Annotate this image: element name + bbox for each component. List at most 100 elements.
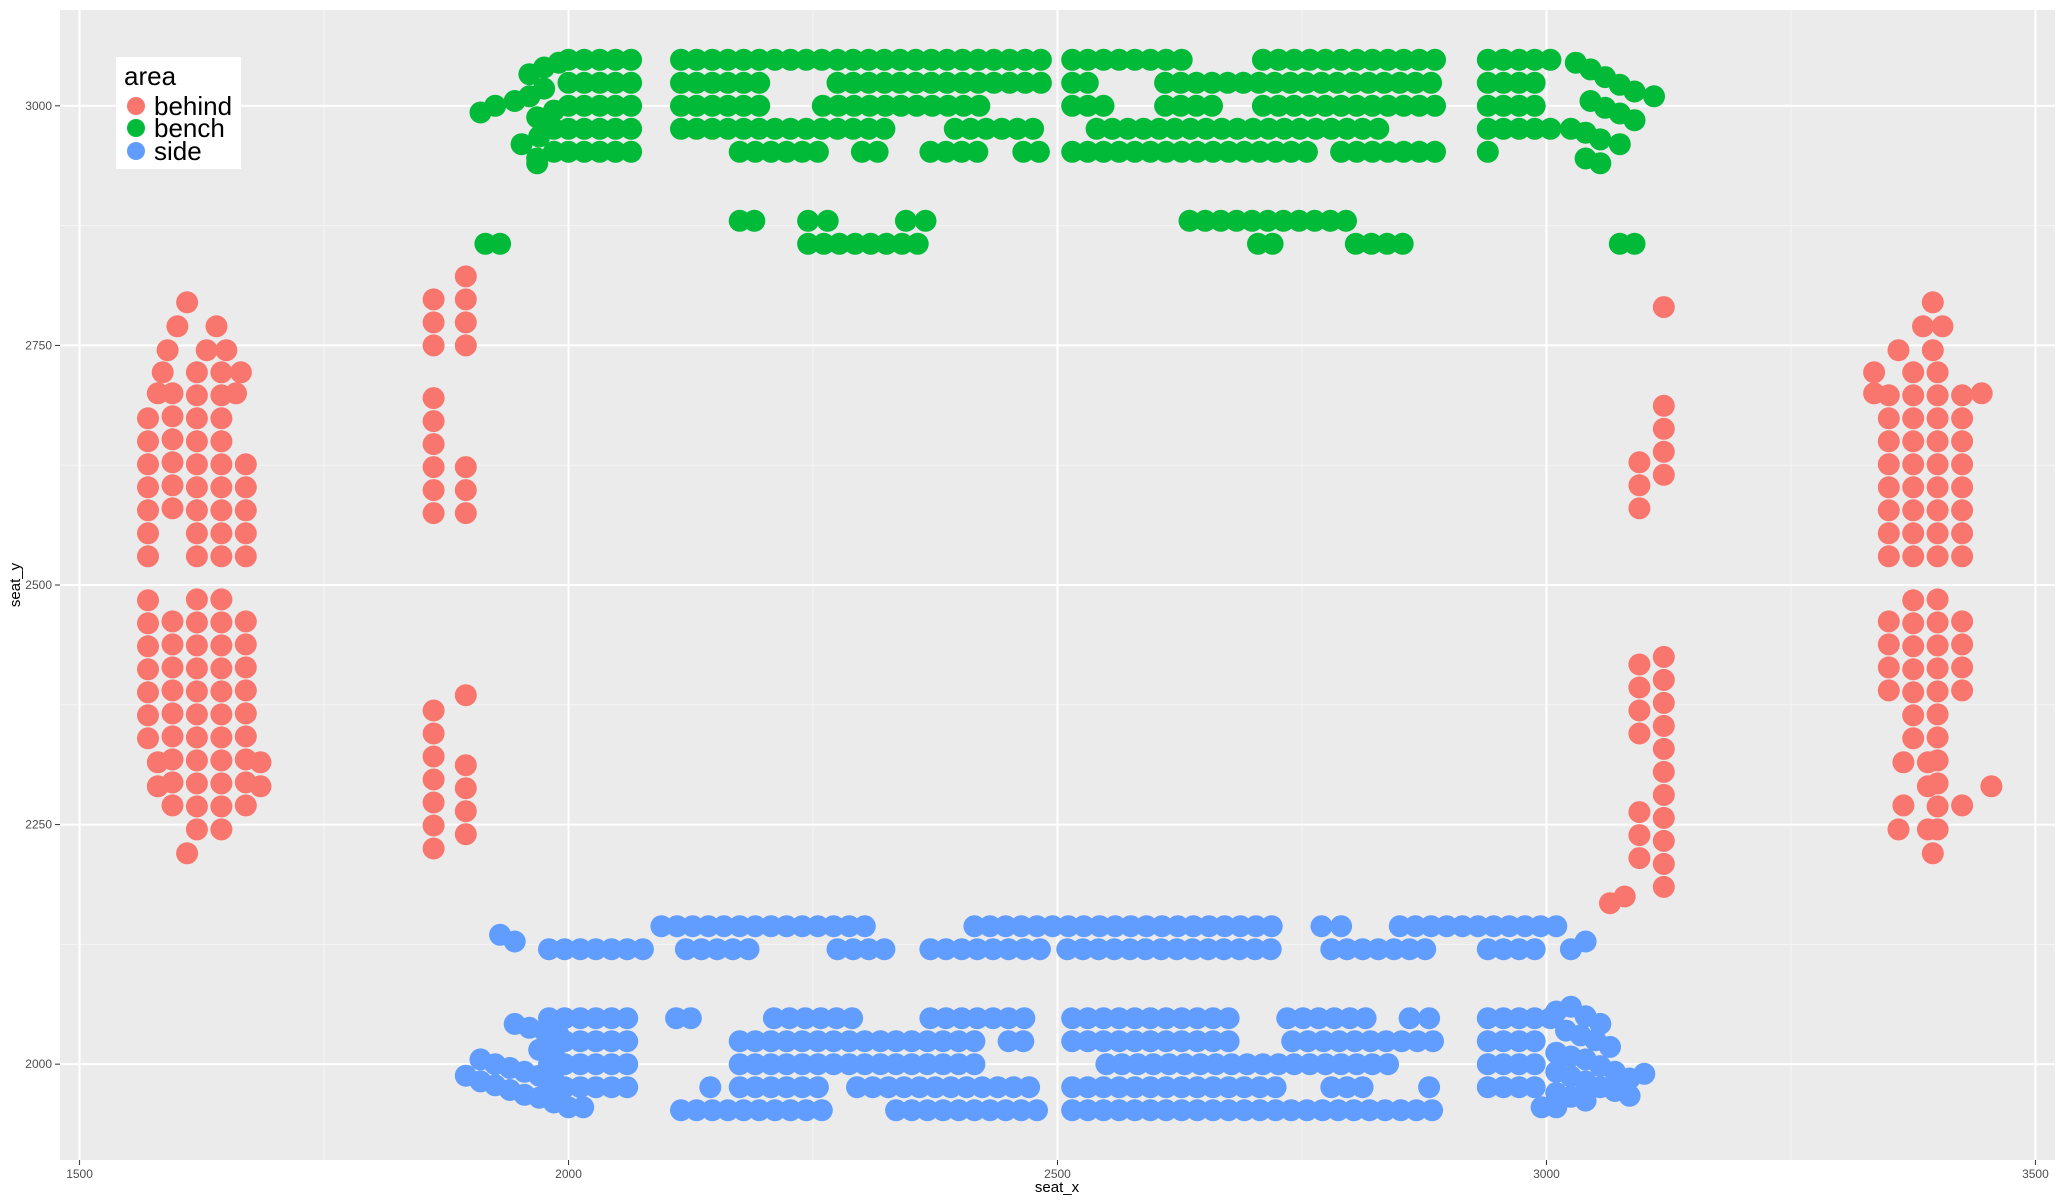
point-behind (422, 745, 445, 768)
point-behind (1951, 679, 1974, 702)
point-side (1104, 915, 1127, 938)
point-bench (1186, 140, 1209, 163)
point-side (1418, 1076, 1441, 1099)
point-bench (1061, 71, 1084, 94)
point-bench (1476, 48, 1499, 71)
point-behind (422, 502, 445, 525)
point-bench (701, 94, 724, 117)
point-side (1251, 1053, 1274, 1076)
point-bench (982, 71, 1005, 94)
point-bench (1608, 133, 1631, 156)
point-side (569, 1053, 592, 1076)
point-side (584, 1030, 607, 1053)
point-side (1248, 1099, 1271, 1122)
point-side (963, 915, 986, 938)
point-bench (1283, 94, 1306, 117)
point-side (1092, 1076, 1115, 1099)
point-side (932, 1053, 955, 1076)
point-side (1220, 1053, 1243, 1076)
point-bench (1361, 140, 1384, 163)
point-behind (422, 288, 445, 311)
point-side (1406, 1030, 1429, 1053)
point-side (616, 1030, 639, 1053)
point-bench (791, 140, 814, 163)
point-side (713, 915, 735, 938)
point-behind (1652, 417, 1675, 440)
x-tick-label: 2500 (1044, 1167, 1071, 1181)
point-side (553, 1007, 576, 1030)
legend: area behind bench side (116, 57, 241, 169)
point-side (572, 1096, 595, 1119)
point-side (1010, 915, 1033, 938)
point-behind (454, 311, 477, 334)
point-bench (1623, 109, 1646, 132)
point-behind (454, 684, 477, 707)
point-bench (1351, 117, 1374, 140)
point-bench (826, 71, 849, 94)
point-side (1092, 1099, 1115, 1122)
point-bench (716, 117, 739, 140)
point-side (1476, 1076, 1499, 1099)
point-behind (234, 499, 257, 522)
point-bench (905, 94, 928, 117)
point-side (1013, 1007, 1036, 1030)
point-behind (1613, 885, 1636, 908)
point-bench (1201, 71, 1223, 94)
point-side (1508, 1076, 1531, 1099)
point-side (853, 915, 876, 938)
point-side (822, 1030, 845, 1053)
point-behind (210, 818, 233, 841)
point-side (791, 1053, 814, 1076)
point-side (1170, 1030, 1193, 1053)
point-behind (205, 315, 228, 338)
point-side (791, 1076, 814, 1099)
point-bench (1163, 117, 1186, 140)
point-bench (891, 232, 913, 255)
point-behind (210, 499, 233, 522)
point-behind (1902, 681, 1925, 704)
point-bench (1248, 140, 1271, 163)
point-side (1398, 1007, 1421, 1030)
point-bench (763, 48, 786, 71)
point-bench (1233, 140, 1256, 163)
point-side (997, 938, 1020, 961)
point-side (666, 915, 689, 938)
point-bench (1179, 117, 1202, 140)
point-side (1018, 1076, 1041, 1099)
point-side (775, 915, 798, 938)
point-side (1359, 1030, 1382, 1053)
point-side (900, 1030, 923, 1053)
point-bench (1391, 232, 1414, 255)
point-side (932, 1099, 955, 1122)
point-behind (1902, 384, 1925, 407)
point-side (994, 1099, 1017, 1122)
point-bench (1154, 71, 1177, 94)
point-bench (943, 117, 966, 140)
point-behind (161, 656, 184, 679)
point-behind (161, 497, 184, 520)
point-side (1139, 1099, 1162, 1122)
point-side (728, 1053, 751, 1076)
point-side (679, 1007, 702, 1030)
point-side (1523, 1053, 1546, 1076)
point-side (685, 1099, 708, 1122)
point-side (1012, 1030, 1035, 1053)
point-behind (185, 680, 208, 703)
point-bench (811, 94, 834, 117)
point-side (1312, 1030, 1335, 1053)
point-side (1155, 1076, 1178, 1099)
point-bench (588, 71, 611, 94)
point-behind (454, 823, 477, 846)
point-side (1377, 1053, 1399, 1076)
point-bench (1404, 71, 1427, 94)
point-side (1165, 938, 1188, 961)
point-bench (1155, 48, 1178, 71)
point-behind (1877, 430, 1900, 453)
point-behind (166, 315, 189, 338)
point-side (775, 1076, 798, 1099)
point-side (982, 1007, 1004, 1030)
point-behind (1916, 775, 1939, 798)
point-side (1267, 1053, 1290, 1076)
point-bench (573, 140, 596, 163)
point-side (791, 915, 814, 938)
